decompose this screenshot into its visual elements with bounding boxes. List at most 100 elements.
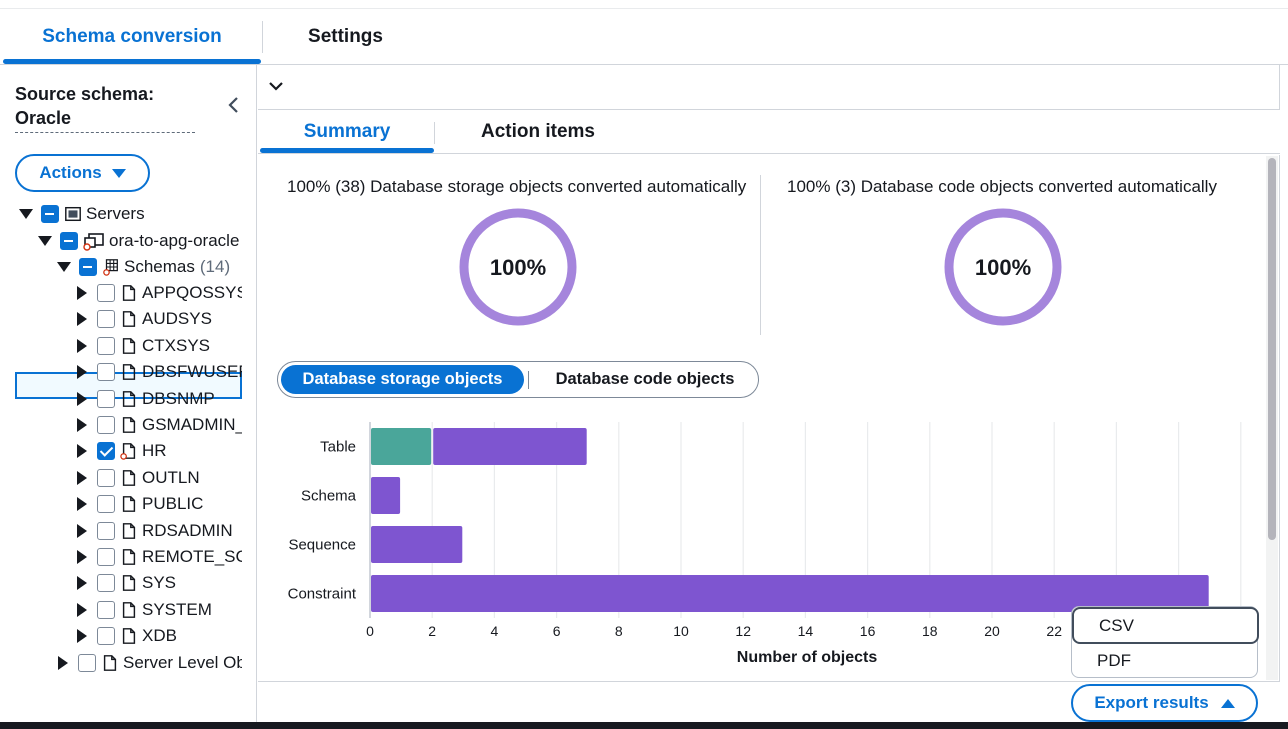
bar-segment: [371, 575, 1209, 612]
tree-node-schemas[interactable]: Schemas (14): [57, 254, 230, 280]
expand-right-icon[interactable]: [77, 602, 87, 617]
tree-node-server-level[interactable]: Server Level Ob: [58, 650, 242, 676]
schema-checkbox[interactable]: [97, 310, 115, 329]
x-tick-label: 6: [553, 623, 561, 639]
x-tick-label: 18: [922, 623, 938, 639]
expand-right-icon[interactable]: [77, 312, 87, 327]
tree-label: GSMADMIN_: [142, 415, 242, 434]
document-icon: [122, 628, 136, 645]
export-results-button[interactable]: Export results: [1071, 684, 1258, 722]
expand-right-icon[interactable]: [77, 550, 87, 564]
source-schema-panel: Source schema: Oracle Actions: [0, 65, 257, 722]
tree-node-schema[interactable]: DBSFWUSER: [77, 359, 242, 385]
chevron-left-icon[interactable]: [224, 95, 244, 115]
tree-node-schema[interactable]: PUBLIC: [77, 491, 242, 517]
expand-right-icon[interactable]: [77, 338, 87, 353]
source-schema-title: Source schema: Oracle: [15, 82, 195, 130]
expand-right-icon[interactable]: [77, 576, 87, 591]
expand-right-icon[interactable]: [77, 418, 87, 432]
code-percent: 100%: [974, 255, 1032, 280]
schema-checkbox[interactable]: [97, 389, 115, 408]
actions-button[interactable]: Actions: [15, 154, 150, 192]
tree-label: AUDSYS: [142, 309, 212, 329]
schema-checkbox[interactable]: [97, 495, 115, 514]
schemas-checkbox[interactable]: [79, 258, 97, 276]
footer-divider: [258, 681, 1280, 682]
storage-percent: 100%: [489, 255, 547, 280]
tree-node-schema[interactable]: OUTLN: [77, 465, 242, 491]
expand-down-icon[interactable]: [38, 236, 52, 246]
document-icon: [122, 311, 136, 328]
schema-checkbox[interactable]: [97, 416, 115, 434]
schema-checkbox[interactable]: [97, 600, 115, 619]
schema-checkbox[interactable]: [97, 468, 115, 487]
expand-right-icon[interactable]: [58, 656, 68, 670]
active-tab-indicator: [3, 59, 261, 64]
bar-segment: [433, 428, 587, 465]
expand-right-icon[interactable]: [77, 286, 87, 300]
tree-node-schema[interactable]: REMOTE_SCI: [77, 544, 242, 570]
x-axis-title: Number of objects: [737, 649, 878, 666]
x-tick-label: 8: [615, 623, 623, 639]
scrollbar-thumb[interactable]: [1268, 158, 1276, 540]
expand-right-icon[interactable]: [77, 523, 87, 538]
chevron-down-icon[interactable]: [268, 79, 284, 93]
schema-checkbox[interactable]: [97, 574, 115, 593]
schema-checkbox[interactable]: [97, 627, 115, 646]
tree-node-schema[interactable]: AUDSYS: [77, 306, 242, 332]
expand-right-icon[interactable]: [77, 444, 87, 459]
menu-item-csv[interactable]: CSV: [1072, 607, 1259, 644]
schema-checkbox[interactable]: [97, 284, 115, 302]
selected-row-highlight: [15, 372, 242, 399]
tree-node-server[interactable]: ora-to-apg-oracle: [38, 228, 242, 254]
schema-checkbox[interactable]: [97, 521, 115, 540]
server-checkbox[interactable]: [60, 232, 78, 250]
expand-right-icon[interactable]: [77, 497, 87, 512]
document-icon: [122, 469, 136, 486]
document-icon: [122, 417, 136, 433]
expand-down-icon[interactable]: [57, 262, 71, 272]
x-tick-label: 2: [428, 623, 436, 639]
document-icon: [122, 364, 136, 381]
top-border: [0, 8, 1288, 9]
tree-node-servers[interactable]: Servers: [19, 201, 145, 227]
document-icon: [122, 575, 136, 592]
tree-node-schema[interactable]: RDSADMIN: [77, 518, 242, 544]
segment-storage-objects[interactable]: Database storage objects: [281, 365, 524, 394]
code-summary-title: 100% (3) Database code objects converted…: [787, 177, 1217, 196]
tree-node-schema[interactable]: SYS: [77, 570, 242, 596]
details-header: [258, 65, 1280, 110]
expand-right-icon[interactable]: [77, 629, 87, 644]
x-tick-label: 12: [735, 623, 751, 639]
tab-action-items[interactable]: Action items: [480, 121, 596, 142]
tree-node-schema[interactable]: CTXSYS: [77, 333, 242, 359]
servers-checkbox[interactable]: [41, 205, 59, 223]
schema-checkbox[interactable]: [97, 442, 115, 461]
tree-node-schema[interactable]: XDB: [77, 623, 242, 649]
tree-node-schema[interactable]: DBSNMP: [77, 386, 242, 412]
tree-label: Servers: [86, 204, 145, 223]
tree-node-schema[interactable]: APPQOSSYS: [77, 280, 242, 306]
segment-code-objects[interactable]: Database code objects: [555, 370, 735, 388]
tab-summary[interactable]: Summary: [303, 121, 391, 142]
server-level-checkbox[interactable]: [78, 654, 96, 672]
tab-settings[interactable]: Settings: [308, 26, 383, 47]
menu-item-pdf[interactable]: PDF: [1097, 651, 1131, 670]
x-tick-label: 4: [491, 623, 499, 639]
expand-right-icon[interactable]: [77, 391, 87, 406]
expand-right-icon[interactable]: [77, 470, 87, 485]
tab-schema-conversion[interactable]: Schema conversion: [42, 26, 222, 47]
schema-checkbox[interactable]: [97, 336, 115, 355]
y-category-label: Sequence: [288, 537, 356, 554]
document-icon: [120, 443, 136, 461]
tree-label: APPQOSSYS: [142, 283, 242, 302]
expand-down-icon[interactable]: [19, 209, 33, 219]
schema-checkbox[interactable]: [97, 548, 115, 566]
database-server-icon: [83, 233, 104, 251]
tree-node-schema[interactable]: GSMADMIN_: [77, 412, 242, 438]
actions-label: Actions: [39, 163, 102, 182]
expand-right-icon[interactable]: [77, 365, 87, 380]
tree-node-schema[interactable]: HR: [77, 438, 242, 464]
schema-checkbox[interactable]: [97, 363, 115, 382]
tree-node-schema[interactable]: SYSTEM: [77, 597, 242, 623]
